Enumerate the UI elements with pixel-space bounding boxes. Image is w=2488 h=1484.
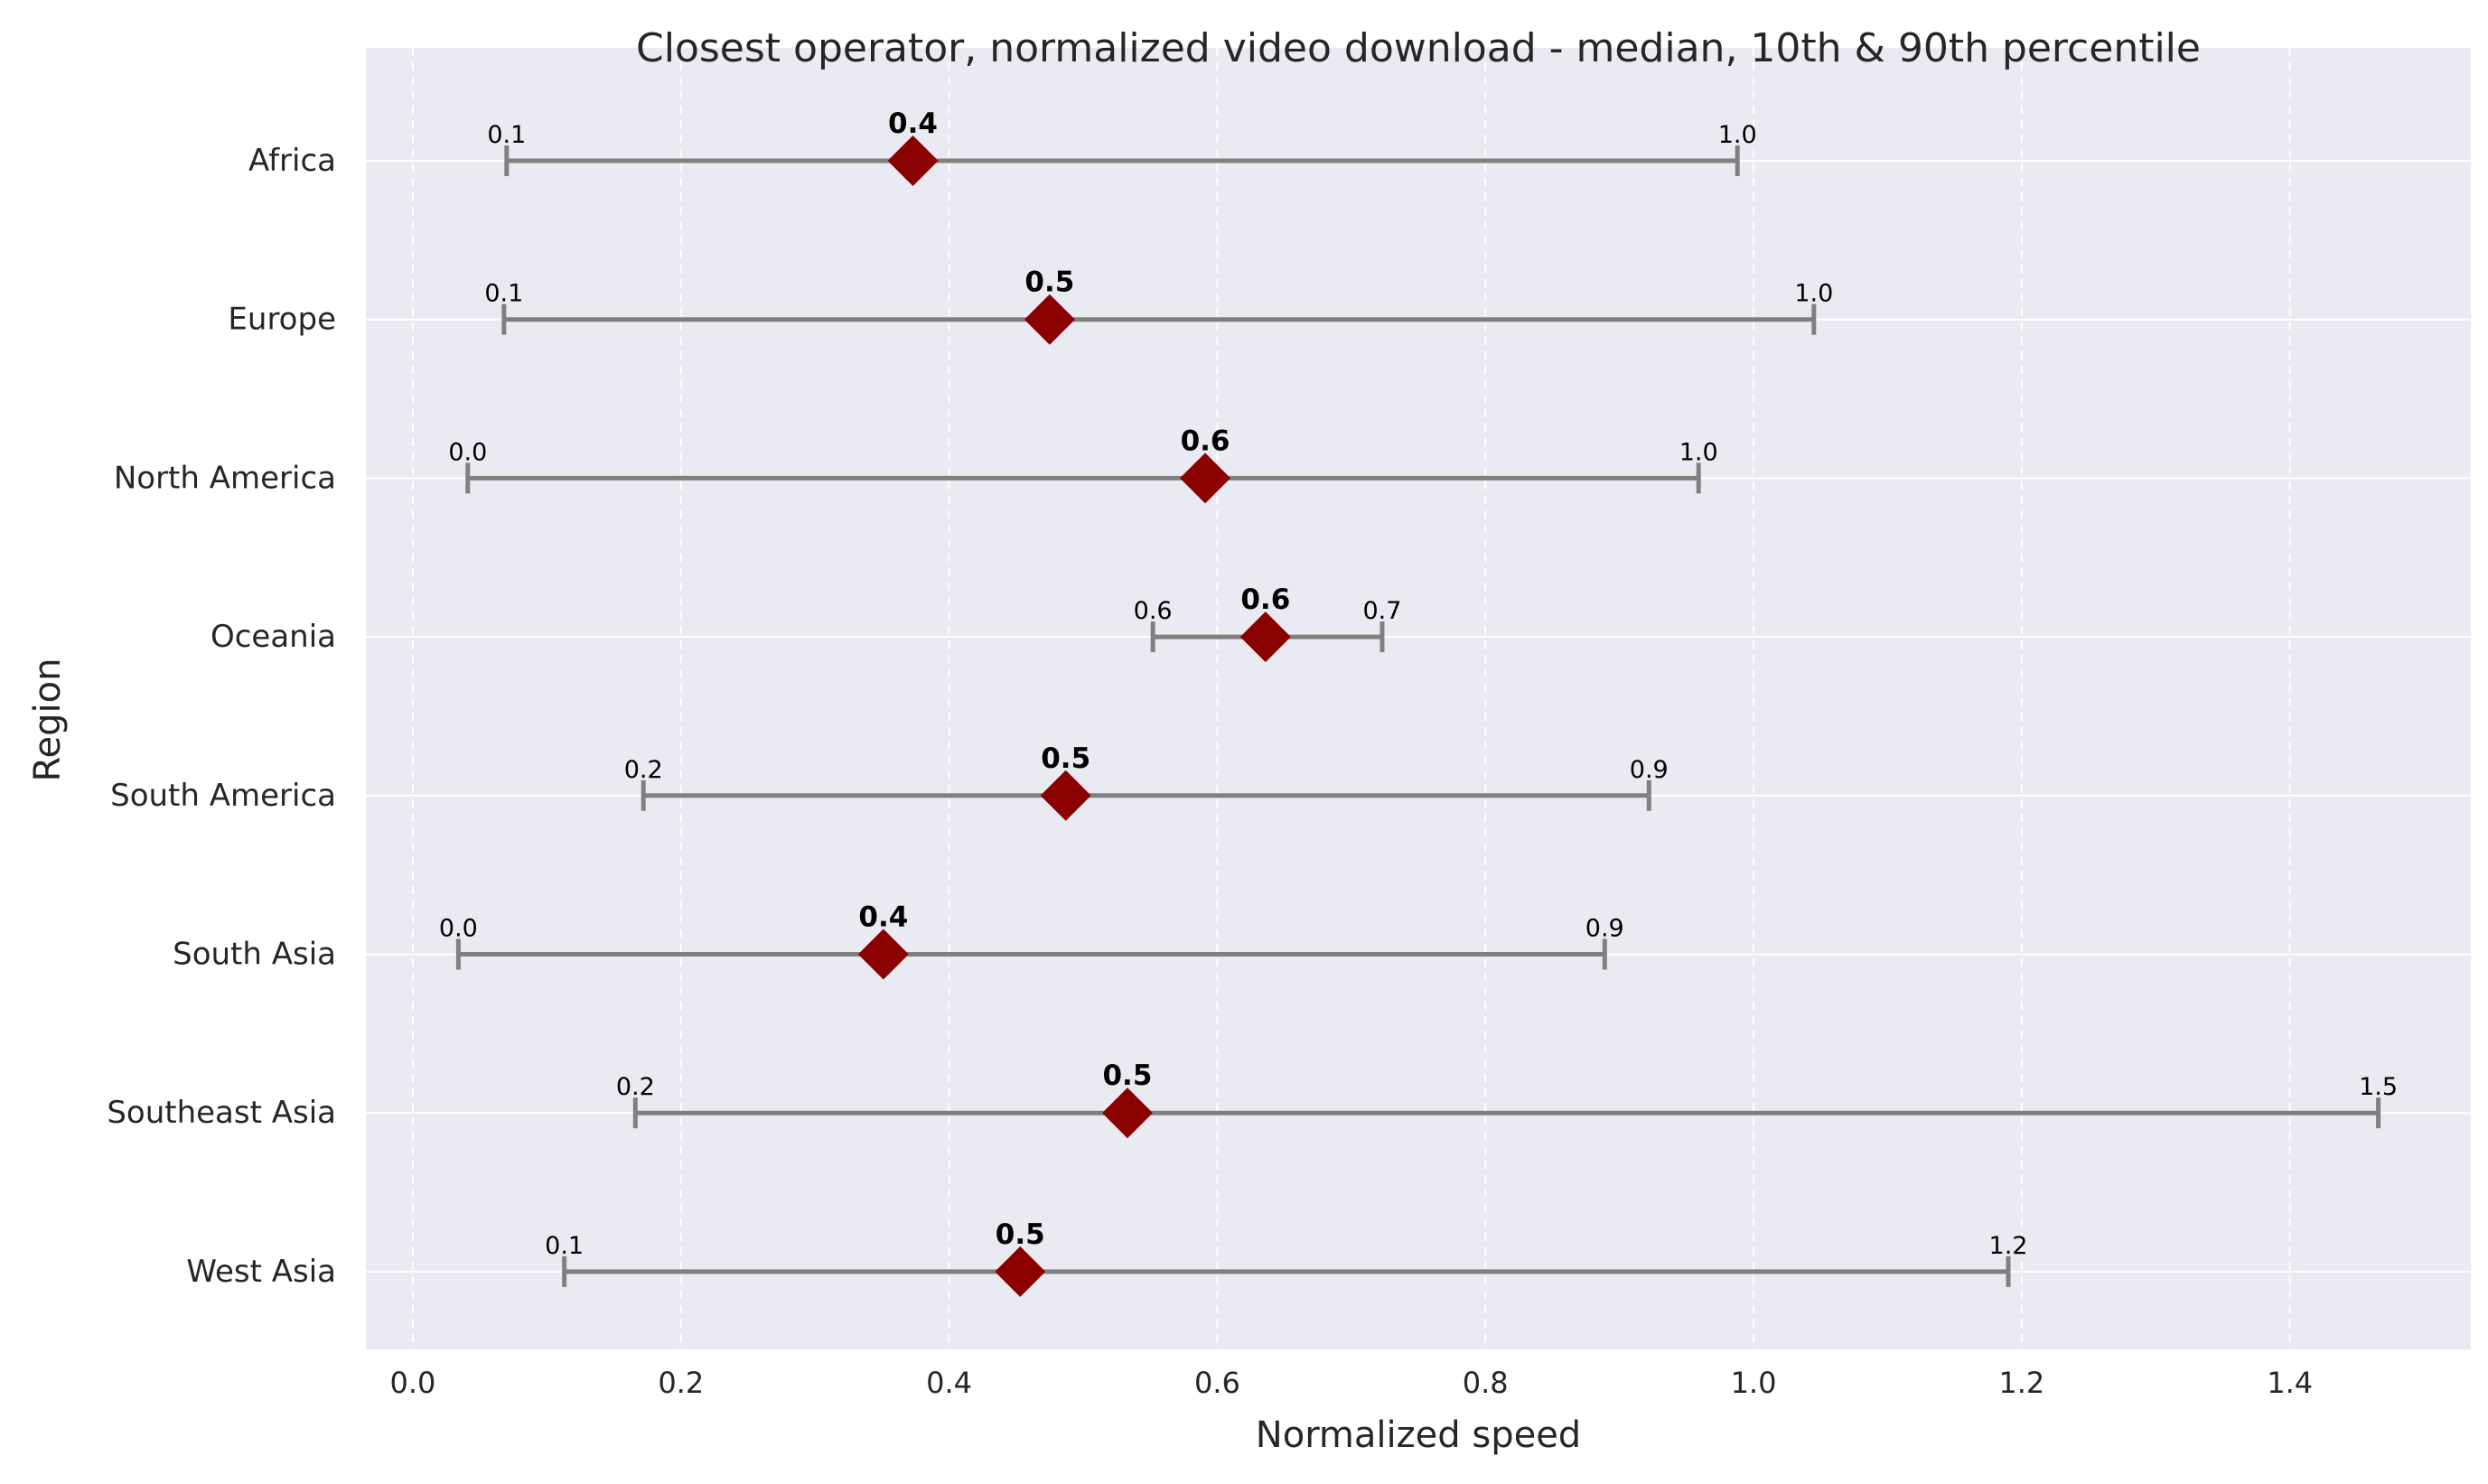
p10-value-label: 0.1 [545,1232,584,1260]
p90-value-label: 1.0 [1718,121,1757,149]
x-tick-label: 1.0 [1731,1366,1777,1400]
median-value-label: 0.5 [1102,1059,1152,1092]
median-marker [857,929,909,980]
y-tick-label: Southeast Asia [107,1095,336,1131]
p10-value-label: 0.6 [1134,597,1173,625]
y-tick-label: North America [114,460,336,496]
p90-value-label: 0.7 [1362,597,1401,625]
y-tick-label: Europe [228,302,336,338]
median-marker [887,135,939,186]
y-tick-label: West Asia [186,1254,336,1290]
median-marker [1101,1087,1153,1139]
median-value-label: 0.5 [1041,742,1090,775]
value-labels: 0.1 1.0 0.4 0.1 1.0 0.5 0.0 1.0 0.6 0.6 0.7 0.6 0.2 0… [439,107,2398,1260]
x-axis-label: Normalized speed [1256,1414,1581,1456]
p90-value-label: 1.0 [1794,280,1833,308]
median-marker [1180,453,1231,504]
x-tick-label: 0.2 [658,1366,704,1400]
p10-value-label: 0.2 [616,1073,655,1101]
y-axis-label: Region [27,658,69,782]
p10-value-label: 0.0 [439,915,478,943]
plot-area [366,48,2471,1349]
p90-value-label: 1.0 [1679,438,1718,466]
median-value-label: 0.6 [1181,425,1230,457]
median-marker [1239,611,1291,663]
median-value-label: 0.6 [1240,583,1290,616]
chart-title: Closest operator, normalized video downl… [636,25,2201,71]
median-marker [1024,294,1075,345]
median-marker [1040,770,1091,821]
x-tick-label: 0.0 [389,1366,435,1400]
p90-value-label: 1.2 [1989,1232,2028,1260]
median-value-label: 0.5 [1024,266,1074,299]
median-value-label: 0.5 [996,1218,1045,1251]
p10-value-label: 0.1 [487,121,526,149]
x-tick-label: 0.8 [1463,1366,1509,1400]
x-tick-label: 0.4 [926,1366,972,1400]
median-value-label: 0.4 [888,107,938,140]
y-tick-label: South America [110,778,336,814]
p90-value-label: 0.9 [1630,756,1669,784]
range-lines [455,135,2381,1297]
y-tick-label: Africa [248,143,336,179]
p90-value-label: 1.5 [2359,1073,2398,1101]
p90-value-label: 0.9 [1585,915,1624,943]
p10-value-label: 0.0 [448,438,487,466]
x-tick-label: 1.4 [2267,1366,2313,1400]
axes: 0.0 0.2 0.4 0.6 0.8 1.0 1.2 1.4 Africa Europe Nort… [107,143,2313,1400]
p10-value-label: 0.1 [484,280,523,308]
x-tick-label: 1.2 [1998,1366,2044,1400]
median-value-label: 0.4 [858,901,908,934]
x-tick-label: 0.6 [1194,1366,1240,1400]
y-tick-label: South Asia [173,937,336,973]
y-tick-label: Oceania [210,619,336,655]
median-marker [995,1246,1046,1297]
p10-value-label: 0.2 [624,756,663,784]
